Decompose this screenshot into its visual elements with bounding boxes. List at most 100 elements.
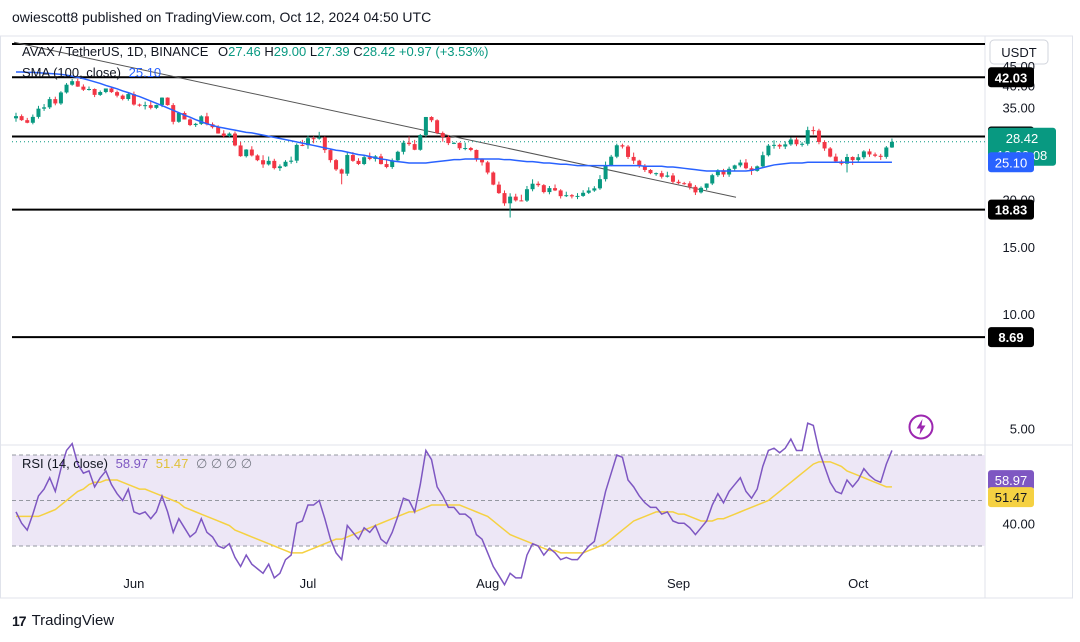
up-candle-body xyxy=(395,151,400,161)
rsi-ma-tag xyxy=(988,487,1034,508)
rsi-legend: RSI (14, close) 58.97 51.47 ∅ ∅ ∅ ∅ xyxy=(22,456,252,472)
up-candle-body xyxy=(710,175,715,184)
up-candle-body xyxy=(143,105,148,107)
down-candle-body xyxy=(519,200,524,202)
down-candle-body xyxy=(642,166,647,170)
down-candle-body xyxy=(833,156,838,162)
down-candle-body xyxy=(620,145,625,147)
up-candle-body xyxy=(193,123,198,126)
price-tick-label: 15.00 xyxy=(1002,240,1035,255)
lightning-icon[interactable] xyxy=(908,414,934,440)
up-candle-body xyxy=(884,147,889,157)
close-label: C xyxy=(353,44,363,59)
down-candle-body xyxy=(878,155,883,157)
up-candle-body xyxy=(783,144,788,147)
published-caption: owiescott8 published on TradingView.com,… xyxy=(12,9,432,25)
down-candle-body xyxy=(188,119,193,126)
up-candle-body xyxy=(788,139,793,145)
down-candle-body xyxy=(828,148,833,157)
up-candle-body xyxy=(564,195,569,197)
up-candle-body xyxy=(126,94,131,99)
up-candle-body xyxy=(530,183,535,190)
up-candle-body xyxy=(199,116,204,124)
down-candle-body xyxy=(384,164,389,168)
down-candle-body xyxy=(221,133,226,137)
ohlc-legend: AVAX / TetherUS, 1D, BINANCE O27.46 H29.… xyxy=(22,44,488,59)
down-candle-body xyxy=(109,88,114,93)
sma-label: SMA (100, close) xyxy=(22,65,121,80)
close-value: 28.42 xyxy=(362,44,396,59)
down-candle-body xyxy=(115,92,120,96)
last-price-label: 28.42 xyxy=(1006,131,1039,146)
up-candle-body xyxy=(401,142,406,152)
up-candle-body xyxy=(508,196,513,204)
up-candle-body xyxy=(451,142,456,144)
rsi-line xyxy=(15,422,893,587)
down-candle-body xyxy=(693,186,698,193)
down-candle-body xyxy=(322,137,327,151)
sma-price-label: 25.10 xyxy=(995,155,1028,170)
down-candle-body xyxy=(137,104,142,106)
up-candle-body xyxy=(614,145,619,157)
down-candle-body xyxy=(440,132,445,138)
price-tick-label: 5.00 xyxy=(1010,421,1035,436)
down-candle-body xyxy=(721,170,726,175)
up-candle-body xyxy=(699,187,704,193)
down-candle-body xyxy=(334,160,339,170)
up-candle-body xyxy=(317,137,322,139)
down-candle-body xyxy=(822,141,827,149)
down-candle-body xyxy=(19,116,24,121)
down-candle-body xyxy=(631,156,636,161)
down-candle-body xyxy=(777,144,782,147)
up-candle-body xyxy=(47,99,52,108)
up-candle-body xyxy=(575,195,580,197)
up-candle-body xyxy=(423,116,428,135)
tradingview-logo-icon: 17 xyxy=(12,612,27,629)
down-candle-body xyxy=(356,160,361,165)
down-candle-body xyxy=(816,130,821,142)
up-candle-body xyxy=(103,88,108,93)
price-tick-label: 35.00 xyxy=(1002,100,1035,115)
rsi-tick-label: 40.00 xyxy=(1002,516,1035,531)
down-candle-body xyxy=(648,169,653,174)
rsi-value: 58.97 xyxy=(115,456,149,471)
down-candle-body xyxy=(682,183,687,185)
date-tick-label: Jun xyxy=(123,576,144,591)
down-candle-body xyxy=(850,156,855,161)
down-candle-body xyxy=(558,190,563,197)
up-candle-body xyxy=(524,189,529,201)
open-value: 27.46 xyxy=(228,44,261,59)
price-chart[interactable]: USDT45.0040.0035.0030.0025.0020.0015.001… xyxy=(0,0,1080,605)
symbol-label: AVAX / TetherUS, 1D, BINANCE xyxy=(22,44,209,59)
down-candle-body xyxy=(446,137,451,144)
down-candle-body xyxy=(457,142,462,149)
up-candle-body xyxy=(704,183,709,188)
up-candle-body xyxy=(86,89,91,91)
high-label: H xyxy=(264,44,274,59)
up-candle-body xyxy=(345,155,350,174)
down-candle-body xyxy=(25,120,30,123)
up-candle-body xyxy=(176,112,181,122)
rsi-label: RSI (14, close) xyxy=(22,456,108,471)
date-tick-label: Jul xyxy=(300,576,317,591)
rsi-empty-values: ∅ ∅ ∅ ∅ xyxy=(195,456,253,471)
up-candle-body xyxy=(766,145,771,156)
down-candle-body xyxy=(81,86,86,90)
up-candle-body xyxy=(305,138,310,146)
down-candle-body xyxy=(794,139,799,145)
up-candle-body xyxy=(30,116,35,123)
up-candle-body xyxy=(418,134,423,150)
down-candle-body xyxy=(569,195,574,197)
currency-badge xyxy=(989,39,1049,65)
up-candle-body xyxy=(889,141,894,148)
down-candle-body xyxy=(676,181,681,184)
up-candle-body xyxy=(70,81,75,85)
down-candle-body xyxy=(626,146,631,157)
down-candle-body xyxy=(171,105,176,122)
level-price-label: 18.83 xyxy=(995,203,1028,218)
down-candle-body xyxy=(429,116,434,121)
up-candle-body xyxy=(98,92,103,95)
up-candle-body xyxy=(592,188,597,191)
down-candle-body xyxy=(749,168,754,171)
up-candle-body xyxy=(58,92,63,104)
